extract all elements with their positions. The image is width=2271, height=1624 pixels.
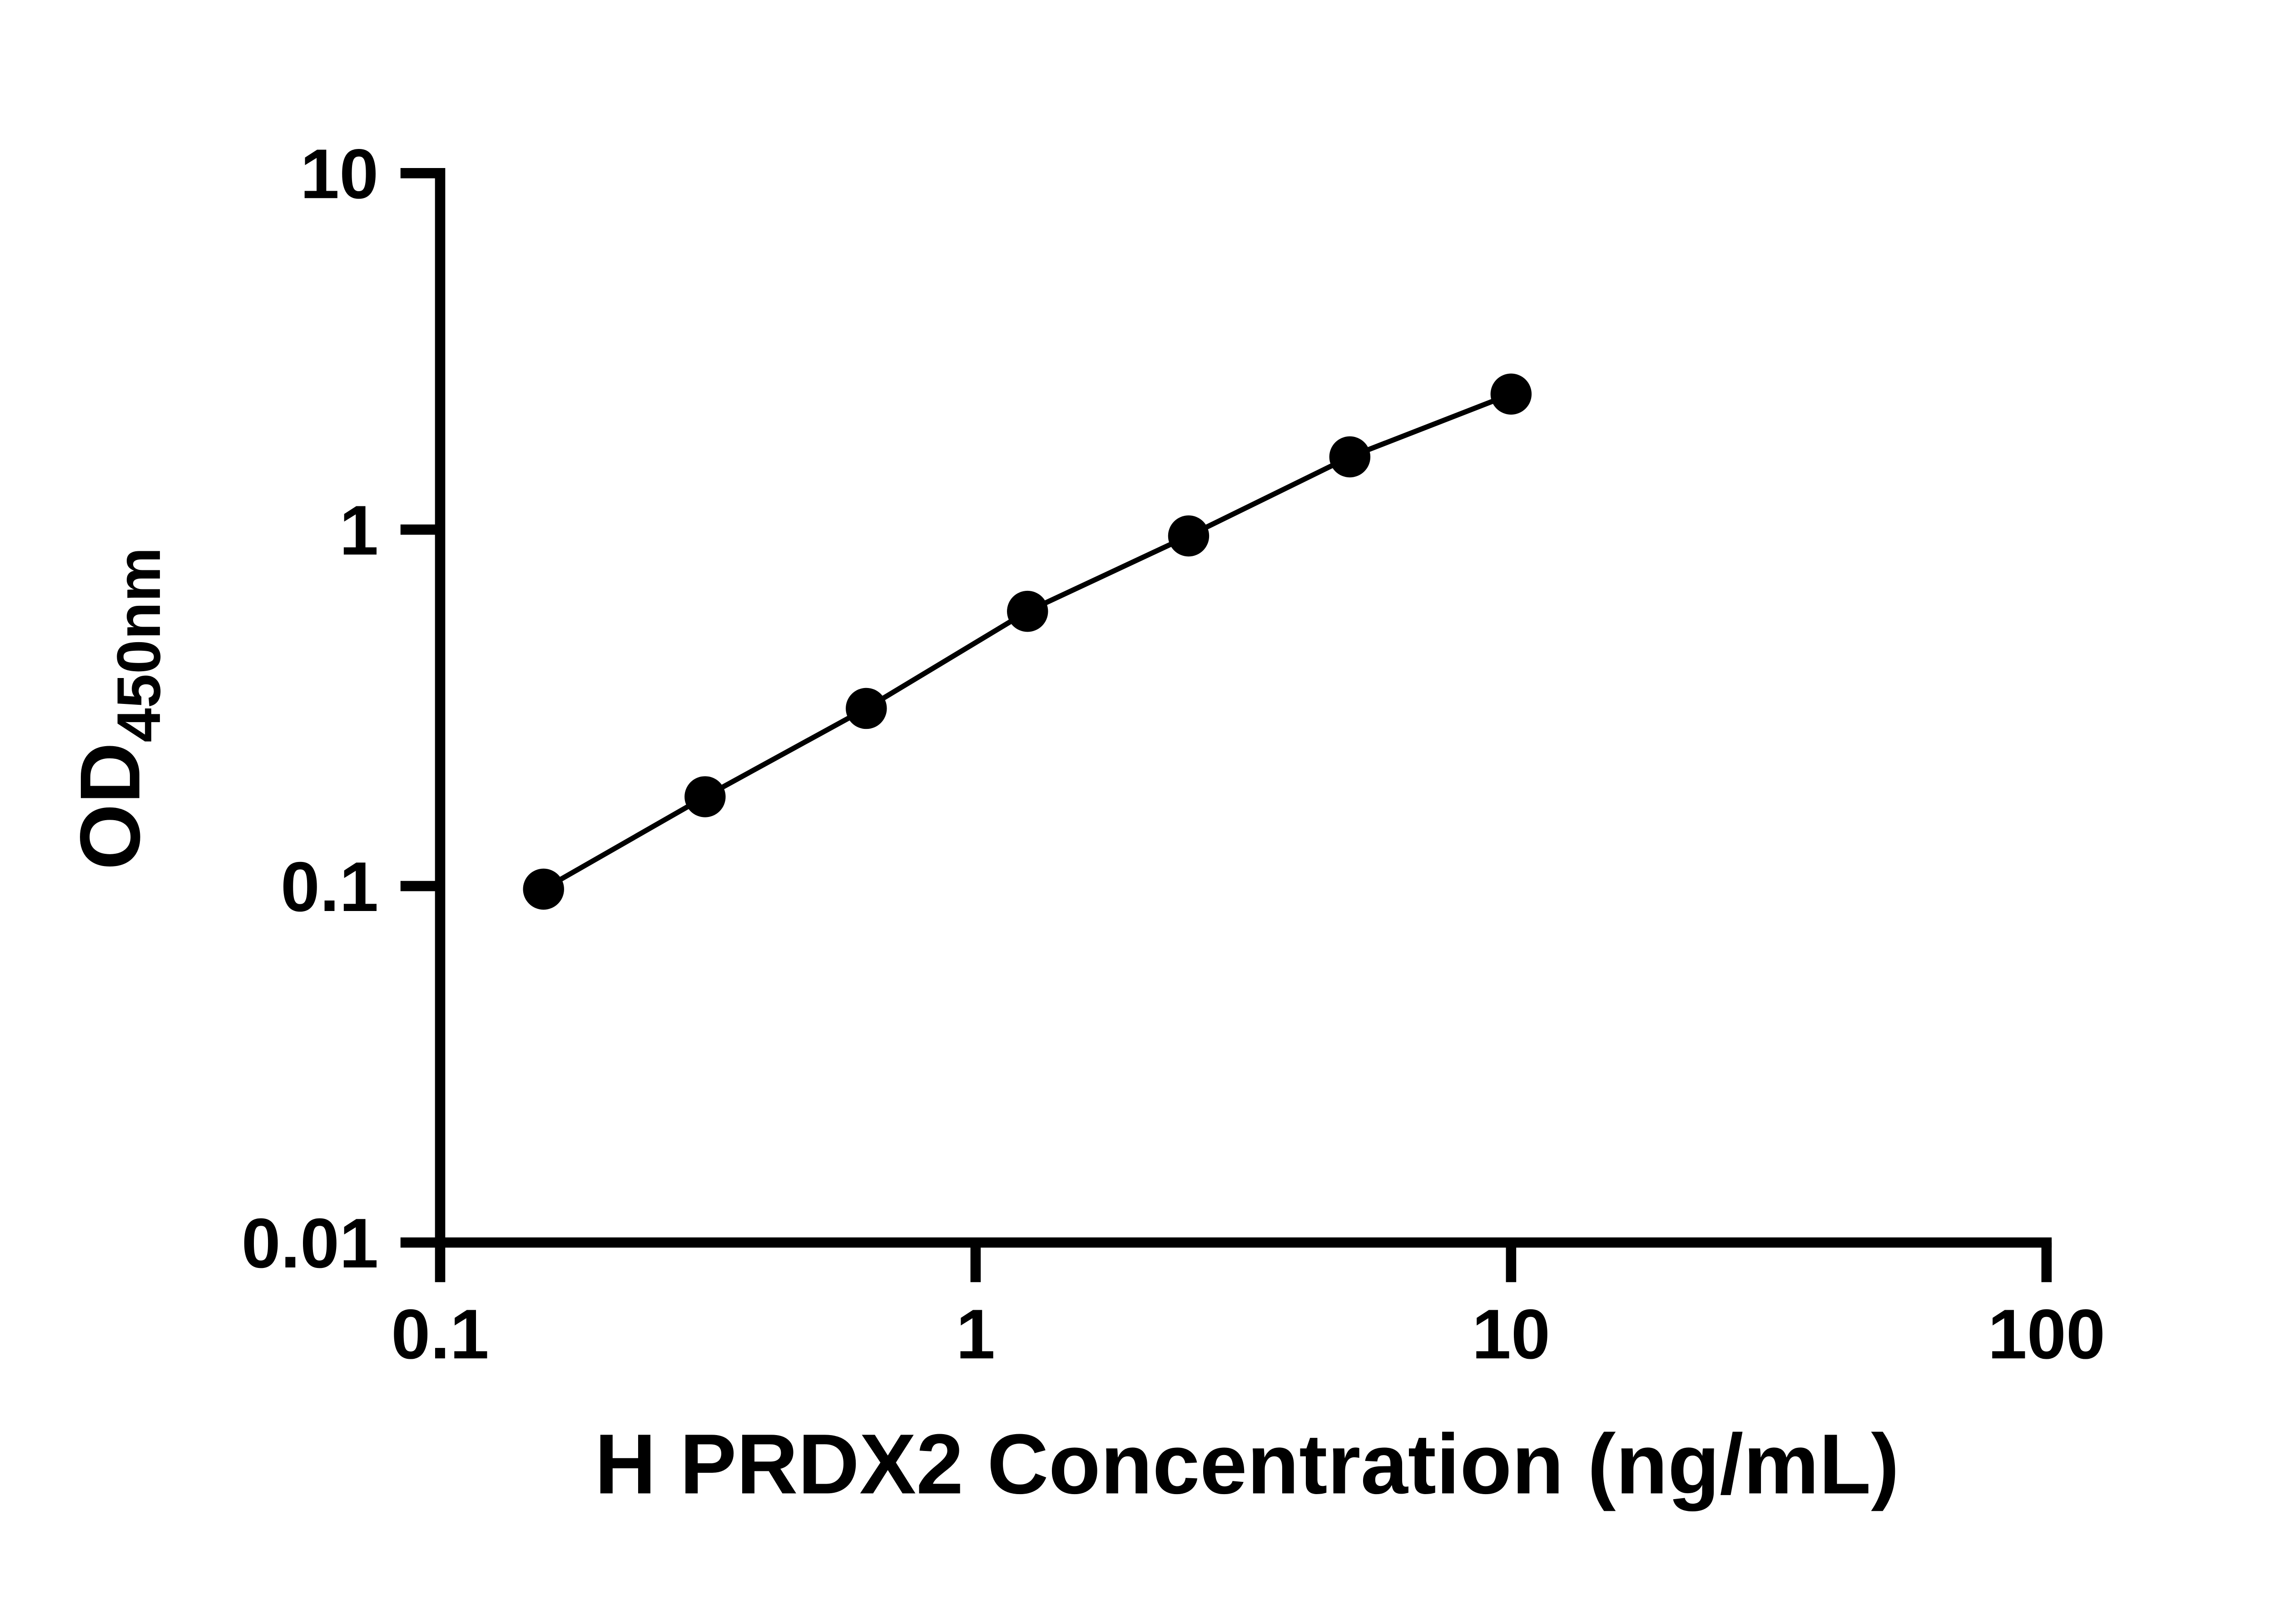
axes [435,168,2052,1248]
data-point [523,868,564,910]
x-tick-label: 1 [956,1295,995,1373]
data-point [1329,436,1371,478]
y-axis-title-main: OD [62,743,158,870]
data-point [846,688,887,729]
data-point [1007,590,1048,632]
y-tick-label: 1 [339,491,378,569]
tick-marks [400,168,2052,1282]
y-tick-label: 0.1 [281,847,378,926]
data-point [684,776,726,817]
data-point [1490,373,1532,415]
y-axis-title: OD450nm [62,547,173,870]
x-axis-title: H PRDX2 Concentration (ng/mL) [595,1416,1899,1511]
data-series [523,373,1532,910]
x-tick-label: 100 [1988,1295,2105,1373]
y-axis-title-subscript: 450nm [104,547,173,743]
y-tick-label: 0.01 [242,1204,379,1282]
data-point [1168,515,1210,557]
y-tick-label: 10 [300,134,378,213]
axis-frame [435,168,2052,1248]
x-tick-label: 0.1 [391,1295,489,1373]
x-tick-label: 10 [1472,1295,1550,1373]
